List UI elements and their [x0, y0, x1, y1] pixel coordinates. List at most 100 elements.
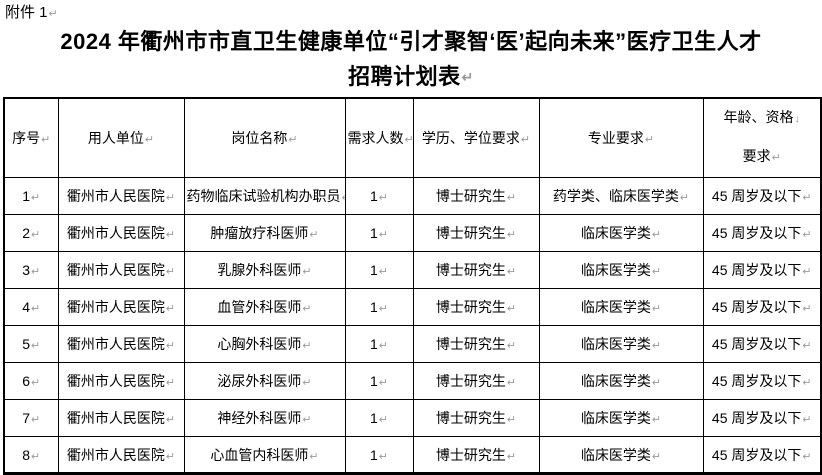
title-line-2: 招聘计划表↵ [0, 59, 822, 95]
table-cell: 临床医学类↵ [538, 399, 704, 437]
header-text: 学历、学位要求 [421, 130, 520, 146]
end-of-cell-mark: ↵ [165, 377, 176, 389]
table-row: 8↵ 衢州市人民医院↵ 心血管内科医师↵ 1↵ 博士研究生↵ 临床医学类↵ 45 周岁及以下… [3, 436, 822, 474]
cell-text: 临床医学类 [580, 225, 651, 241]
table-cell: 乳腺外科医师↵ [183, 251, 346, 289]
end-of-cell-mark: ↵ [165, 450, 176, 463]
end-of-cell-mark: ↵ [802, 340, 812, 352]
cell-text: 临床医学类 [580, 299, 651, 315]
table-cell: 45 周岁及以下↵ [702, 214, 822, 252]
table-cell: 5↵ [3, 325, 59, 363]
end-of-cell-mark: ↵ [506, 229, 517, 241]
cell-text: 45 周岁及以下 [711, 446, 802, 463]
table-cell: 博士研究生↵ [412, 214, 540, 252]
header-cell: 序号↵ [3, 97, 59, 178]
table-cell: 45 周岁及以下↵ [702, 362, 822, 400]
end-of-cell-mark: ↵ [802, 414, 812, 426]
table-cell: 1↵ [344, 214, 414, 252]
end-of-cell-mark: ↵ [802, 450, 812, 463]
table-cell: 45 周岁及以下↵ [702, 399, 822, 437]
header-cell: 年龄、资格↓ 要求↵ [702, 97, 822, 178]
table-cell: 临床医学类↵ [538, 288, 704, 326]
cell-text: 博士研究生 [435, 299, 506, 315]
cell-text: 7 [22, 410, 31, 426]
cell-text: 3 [22, 262, 31, 278]
table-cell: 4↵ [3, 288, 59, 326]
table-cell: 1↵ [344, 288, 414, 326]
paragraph-mark: ↵ [461, 69, 474, 85]
end-of-cell-mark: ↵ [802, 266, 812, 278]
cell-text: 45 周岁及以下 [711, 299, 802, 315]
end-of-cell-mark: ↵ [165, 414, 176, 426]
cell-text: 博士研究生 [435, 225, 506, 241]
attachment-label: 附件 1↵ [5, 4, 58, 23]
table-cell: 45 周岁及以下↵ [702, 436, 822, 474]
cell-text: 1 [369, 188, 378, 204]
end-of-cell-mark: ↵ [802, 303, 812, 315]
end-of-cell-mark: ↵ [506, 414, 517, 426]
header-cell: 专业要求↵ [538, 97, 704, 178]
end-of-cell-mark: ↵ [506, 340, 517, 352]
end-of-cell-mark: ↵ [644, 134, 655, 146]
header-cell-line2: 要求↵ [706, 138, 819, 177]
table-header-row: 序号↵ 用人单位↵ 岗位名称↵ 需求人数↵ 学历、学位要求↵ 专业要求↵ 年龄、资格↓ 要求↵ [3, 97, 822, 178]
end-of-cell-mark: ↵ [309, 229, 319, 241]
table-cell: 45 周岁及以下↵ [702, 177, 822, 215]
table-cell: 1↵ [344, 362, 414, 400]
table-cell: 衢州市人民医院↵ [57, 436, 185, 474]
table-cell: 1↵ [344, 325, 414, 363]
table-cell: 临床医学类↵ [538, 362, 704, 400]
table-cell: 1↵ [344, 177, 414, 215]
attachment-label-text: 附件 1 [5, 4, 48, 21]
table-cell: 博士研究生↵ [412, 362, 540, 400]
cell-text: 衢州市人民医院 [66, 299, 165, 315]
cell-text: 45 周岁及以下 [711, 225, 802, 241]
end-of-cell-mark: ↵ [802, 229, 812, 241]
cell-text: 1 [369, 410, 378, 426]
table-cell: 1↵ [3, 177, 59, 215]
table-cell: 衢州市人民医院↵ [57, 399, 185, 437]
cell-text: 临床医学类 [580, 410, 651, 426]
cell-text: 乳腺外科医师 [217, 262, 302, 278]
cell-text: 临床医学类 [580, 446, 651, 463]
end-of-cell-mark: ↵ [165, 229, 176, 241]
cell-text: 博士研究生 [435, 336, 506, 352]
recruitment-plan-table: 序号↵ 用人单位↵ 岗位名称↵ 需求人数↵ 学历、学位要求↵ 专业要求↵ 年龄、资格↓ 要求↵… [3, 97, 822, 475]
header-cell: 用人单位↵ [57, 97, 185, 178]
table-cell: 衢州市人民医院↵ [57, 288, 185, 326]
header-cell: 学历、学位要求↵ [412, 97, 540, 178]
end-of-cell-mark: ↵ [651, 450, 662, 463]
cell-text: 1 [369, 262, 378, 278]
table-cell: 3↵ [3, 251, 59, 289]
cell-text: 45 周岁及以下 [711, 336, 802, 352]
end-of-cell-mark: ↵ [31, 229, 41, 241]
end-of-cell-mark: ↵ [378, 303, 388, 315]
table-cell: 博士研究生↵ [412, 325, 540, 363]
end-of-cell-mark: ↵ [165, 266, 176, 278]
end-of-cell-mark: ↵ [378, 229, 388, 241]
cell-text: 1 [369, 336, 378, 352]
end-of-cell-mark: ↵ [31, 192, 41, 204]
line-break-mark: ↓ [794, 113, 801, 125]
cell-text: 衢州市人民医院 [66, 336, 165, 352]
table-cell: 临床医学类↵ [538, 436, 704, 474]
cell-text: 神经外科医师 [217, 410, 302, 426]
cell-text: 衢州市人民医院 [66, 410, 165, 426]
cell-text: 博士研究生 [435, 262, 506, 278]
table-cell: 心胸外科医师↵ [183, 325, 346, 363]
cell-text: 肿瘤放疗科医师 [210, 225, 309, 241]
table-cell: 博士研究生↵ [412, 177, 540, 215]
end-of-cell-mark: ↵ [378, 340, 388, 352]
cell-text: 6 [22, 373, 31, 389]
end-of-cell-mark: ↵ [506, 377, 517, 389]
end-of-cell-mark: ↵ [302, 414, 312, 426]
end-of-cell-mark: ↵ [404, 134, 413, 146]
table-cell: 药学类、临床医学类↵ [538, 177, 704, 215]
end-of-cell-mark: ↵ [378, 414, 388, 426]
end-of-cell-mark: ↵ [378, 377, 388, 389]
cell-text: 博士研究生 [435, 446, 506, 463]
end-of-cell-mark: ↵ [651, 414, 662, 426]
cell-text: 5 [22, 336, 31, 352]
table-row: 6↵ 衢州市人民医院↵ 泌尿外科医师↵ 1↵ 博士研究生↵ 临床医学类↵ 45 周岁及以下↵ [3, 362, 822, 400]
end-of-cell-mark: ↵ [288, 134, 298, 146]
